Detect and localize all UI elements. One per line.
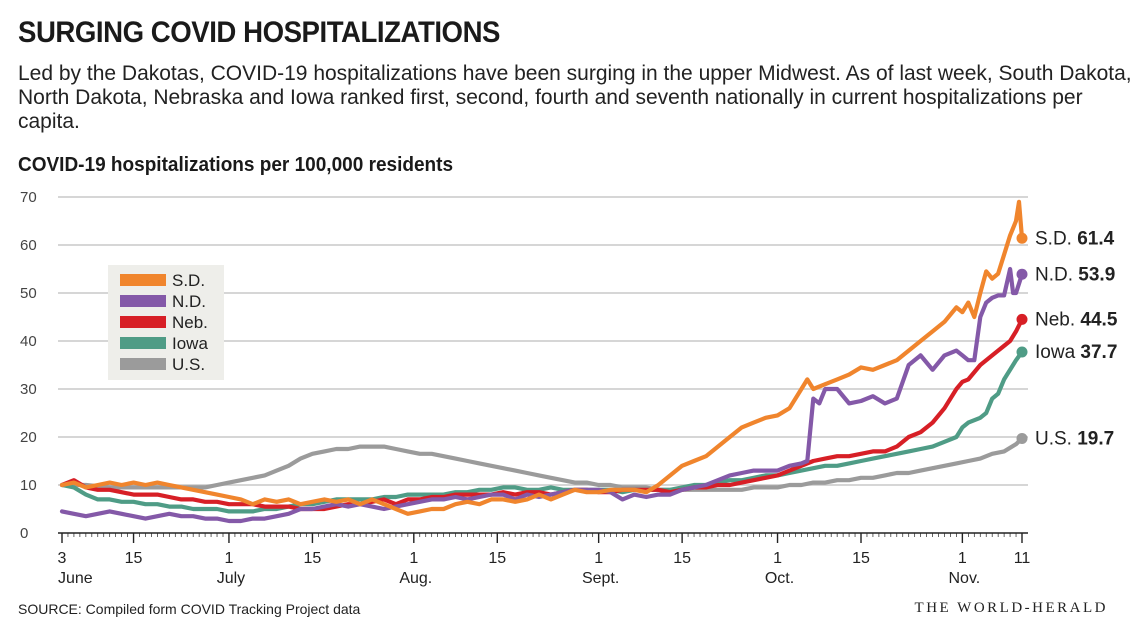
legend-label: U.S. <box>172 355 205 374</box>
x-tick-label: 1 <box>594 550 603 567</box>
x-tick-label: 15 <box>304 550 322 567</box>
end-label: N.D. 53.9 <box>1035 264 1115 285</box>
y-tick-label: 0 <box>20 525 28 542</box>
y-tick-label: 60 <box>20 237 37 254</box>
source-note: SOURCE: Compiled form COVID Tracking Pro… <box>18 601 361 617</box>
end-dot <box>1016 432 1028 444</box>
x-month-label: June <box>58 570 93 587</box>
end-dot <box>1016 232 1028 244</box>
end-dot <box>1016 346 1028 358</box>
x-tick-label: 1 <box>409 550 418 567</box>
legend-label: N.D. <box>172 292 206 311</box>
x-month-label: Oct. <box>765 570 794 587</box>
legend-label: S.D. <box>172 271 205 290</box>
legend-swatch <box>120 316 166 328</box>
page-title: SURGING COVID HOSPITALIZATIONS <box>18 16 500 49</box>
end-label: S.D. 61.4 <box>1035 228 1115 249</box>
chart-title: COVID-19 hospitalizations per 100,000 re… <box>18 154 454 176</box>
end-dot <box>1016 268 1028 280</box>
x-month-label: Aug. <box>399 570 432 587</box>
y-tick-label: 40 <box>20 333 37 350</box>
x-tick-label: 1 <box>225 550 234 567</box>
x-tick-label: 15 <box>673 550 691 567</box>
x-tick-label: 3 <box>58 550 67 567</box>
y-tick-label: 10 <box>20 477 37 494</box>
legend-label: Iowa <box>172 334 208 353</box>
end-label: Iowa 37.7 <box>1035 342 1117 363</box>
x-tick-label: 1 <box>773 550 782 567</box>
x-tick-label: 15 <box>488 550 506 567</box>
y-tick-label: 50 <box>20 285 37 302</box>
y-tick-label: 20 <box>20 429 37 446</box>
x-month-label: July <box>217 570 245 587</box>
y-tick-label: 30 <box>20 381 37 398</box>
legend-label: Neb. <box>172 313 208 332</box>
legend-swatch <box>120 295 166 307</box>
legend-swatch <box>120 337 166 349</box>
series-line-us <box>59 436 1025 492</box>
legend-swatch <box>120 358 166 370</box>
x-tick-label: 1 <box>958 550 967 567</box>
publisher-logo: THE WORLD-HERALD <box>914 600 1108 616</box>
series-line-sd <box>59 199 1025 516</box>
end-label: Neb. 44.5 <box>1035 309 1118 330</box>
x-tick-label: 11 <box>1014 550 1031 567</box>
end-label: U.S. 19.7 <box>1035 428 1114 449</box>
y-tick-label: 70 <box>20 189 37 206</box>
legend-swatch <box>120 274 166 286</box>
x-tick-label: 15 <box>852 550 870 567</box>
chart-description: Led by the Dakotas, COVID-19 hospitaliza… <box>18 62 1132 133</box>
series-line-nd <box>59 266 1025 524</box>
x-tick-label: 15 <box>125 550 143 567</box>
x-month-label: Nov. <box>949 570 981 587</box>
x-month-label: Sept. <box>582 570 619 587</box>
end-dot <box>1016 313 1028 325</box>
